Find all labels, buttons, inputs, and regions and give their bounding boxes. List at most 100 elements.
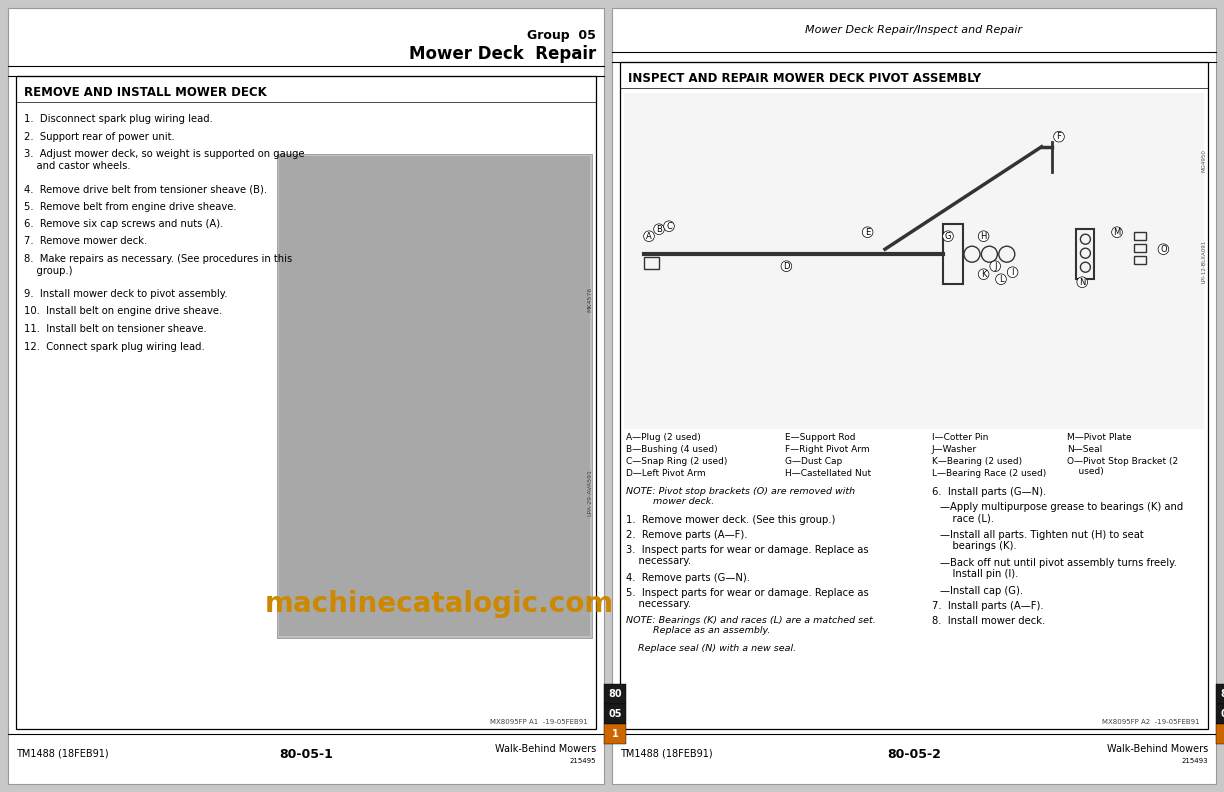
Text: J: J [994,261,996,271]
Bar [279,156,590,635]
Text: G—Dust Cap: G—Dust Cap [785,457,842,466]
Text: MX8095FP A2  -19-05FEB91: MX8095FP A2 -19-05FEB91 [1103,719,1200,725]
Text: F—Right Pivot Arm: F—Right Pivot Arm [785,445,869,454]
Text: E: E [865,228,870,237]
Text: NOTE: Pivot stop brackets (O) are removed with
         mower deck.: NOTE: Pivot stop brackets (O) are remove… [625,487,856,506]
Text: F: F [1056,132,1061,141]
Bar [612,8,1215,784]
Text: 2.  Support rear of power unit.: 2. Support rear of power unit. [24,131,175,142]
Bar [1215,704,1224,724]
Bar [16,76,596,729]
Text: C: C [666,222,672,230]
Text: I: I [1011,268,1013,276]
Text: 12.  Connect spark plug wiring lead.: 12. Connect spark plug wiring lead. [24,341,204,352]
Bar [9,8,603,784]
Text: INSPECT AND REPAIR MOWER DECK PIVOT ASSEMBLY: INSPECT AND REPAIR MOWER DECK PIVOT ASSE… [628,71,982,85]
Text: 80: 80 [1220,689,1224,699]
Bar [1215,724,1224,744]
Text: —Apply multipurpose grease to bearings (K) and
    race (L).: —Apply multipurpose grease to bearings (… [940,502,1184,524]
Text: 05: 05 [608,709,622,719]
Bar [1215,684,1224,704]
Text: 80-05-1: 80-05-1 [279,748,333,760]
Bar [277,154,592,638]
Text: 2.  Remove parts (A—F).: 2. Remove parts (A—F). [625,530,748,540]
Bar [942,224,963,284]
Text: G: G [945,232,951,241]
Text: K: K [980,270,987,279]
Text: 10.  Install belt on engine drive sheave.: 10. Install belt on engine drive sheave. [24,307,223,317]
Text: C—Snap Ring (2 used): C—Snap Ring (2 used) [625,457,727,466]
Text: 5.  Inspect parts for wear or damage. Replace as
    necessary.: 5. Inspect parts for wear or damage. Rep… [625,588,869,610]
Text: LPA-29-AVA591: LPA-29-AVA591 [588,469,592,516]
Text: B—Bushing (4 used): B—Bushing (4 used) [625,445,717,454]
Text: L: L [999,275,1004,284]
Text: NOTE: Bearings (K) and races (L) are a matched set.
         Replace as an assem: NOTE: Bearings (K) and races (L) are a m… [625,616,875,635]
Bar [644,257,659,269]
Bar [1135,232,1147,240]
Text: 215493: 215493 [1181,758,1208,764]
Text: Walk-Behind Mowers: Walk-Behind Mowers [494,744,596,754]
Text: 4.  Remove drive belt from tensioner sheave (B).: 4. Remove drive belt from tensioner shea… [24,184,267,194]
Text: Mower Deck  Repair: Mower Deck Repair [409,45,596,63]
Text: 5.  Remove belt from engine drive sheave.: 5. Remove belt from engine drive sheave. [24,201,236,211]
Text: Walk-Behind Mowers: Walk-Behind Mowers [1106,744,1208,754]
Bar [621,62,1208,729]
Text: LPI-12-BLXA091: LPI-12-BLXA091 [1202,239,1207,283]
Text: Mower Deck Repair/Inspect and Repair: Mower Deck Repair/Inspect and Repair [805,25,1022,35]
Bar [1076,229,1094,280]
Text: L—Bearing Race (2 used): L—Bearing Race (2 used) [931,469,1047,478]
Text: 1: 1 [612,729,618,739]
Text: H—Castellated Nut: H—Castellated Nut [785,469,871,478]
Text: 4.  Remove parts (G—N).: 4. Remove parts (G—N). [625,573,750,583]
Text: MK4576: MK4576 [588,287,592,312]
Text: A—Plug (2 used): A—Plug (2 used) [625,433,701,442]
Text: 9.  Install mower deck to pivot assembly.: 9. Install mower deck to pivot assembly. [24,289,228,299]
Text: J—Washer: J—Washer [931,445,977,454]
Text: N—Seal: N—Seal [1067,445,1103,454]
Text: 6.  Install parts (G—N).: 6. Install parts (G—N). [931,487,1047,497]
Text: Replace seal (N) with a new seal.: Replace seal (N) with a new seal. [625,644,796,653]
Text: machinecatalogic.com: machinecatalogic.com [264,589,614,618]
Text: E—Support Rod: E—Support Rod [785,433,856,442]
Text: —Back off nut until pivot assembly turns freely.
    Install pin (I).: —Back off nut until pivot assembly turns… [940,558,1176,580]
Text: TM1488 (18FEB91): TM1488 (18FEB91) [16,749,109,759]
Text: 1.  Disconnect spark plug wiring lead.: 1. Disconnect spark plug wiring lead. [24,114,213,124]
Text: Group  05: Group 05 [528,29,596,43]
Text: M—Pivot Plate: M—Pivot Plate [1067,433,1132,442]
Text: 215495: 215495 [569,758,596,764]
Text: D—Left Pivot Arm: D—Left Pivot Arm [625,469,705,478]
Text: 8.  Make repairs as necessary. (See procedures in this
    group.): 8. Make repairs as necessary. (See proce… [24,254,293,276]
Text: MX8095FP A1  -19-05FEB91: MX8095FP A1 -19-05FEB91 [491,719,588,725]
Text: —Install cap (G).: —Install cap (G). [940,586,1023,596]
Text: TM1488 (18FEB91): TM1488 (18FEB91) [621,749,712,759]
Bar [603,704,625,724]
Text: A: A [646,232,652,241]
Text: —Install all parts. Tighten nut (H) to seat
    bearings (K).: —Install all parts. Tighten nut (H) to s… [940,530,1143,551]
Text: REMOVE AND INSTALL MOWER DECK: REMOVE AND INSTALL MOWER DECK [24,86,267,98]
Text: 6.  Remove six cap screws and nuts (A).: 6. Remove six cap screws and nuts (A). [24,219,223,229]
Text: N: N [1080,278,1086,287]
Text: 80-05-2: 80-05-2 [887,748,941,760]
Text: H: H [980,232,987,241]
Text: 80: 80 [608,689,622,699]
Text: 7.  Install parts (A—F).: 7. Install parts (A—F). [931,601,1043,611]
Text: I—Cotter Pin: I—Cotter Pin [931,433,988,442]
Text: O—Pivot Stop Bracket (2
    used): O—Pivot Stop Bracket (2 used) [1067,457,1179,476]
Text: 05: 05 [1220,709,1224,719]
Bar [1135,244,1147,252]
Text: 1.  Remove mower deck. (See this group.): 1. Remove mower deck. (See this group.) [625,515,835,525]
Text: M: M [1114,228,1121,237]
Text: 11.  Install belt on tensioner sheave.: 11. Install belt on tensioner sheave. [24,324,207,334]
Bar [603,724,625,744]
Text: 3.  Adjust mower deck, so weight is supported on gauge
    and castor wheels.: 3. Adjust mower deck, so weight is suppo… [24,149,305,170]
Text: 7.  Remove mower deck.: 7. Remove mower deck. [24,237,147,246]
Text: B: B [656,225,662,234]
Text: 3.  Inspect parts for wear or damage. Replace as
    necessary.: 3. Inspect parts for wear or damage. Rep… [625,545,869,566]
Text: O: O [1160,245,1166,253]
Bar [624,93,1204,428]
Text: K—Bearing (2 used): K—Bearing (2 used) [931,457,1022,466]
Text: 8.  Install mower deck.: 8. Install mower deck. [931,616,1045,626]
Bar [603,684,625,704]
Text: D: D [783,261,789,271]
Text: MG4950: MG4950 [1202,149,1207,172]
